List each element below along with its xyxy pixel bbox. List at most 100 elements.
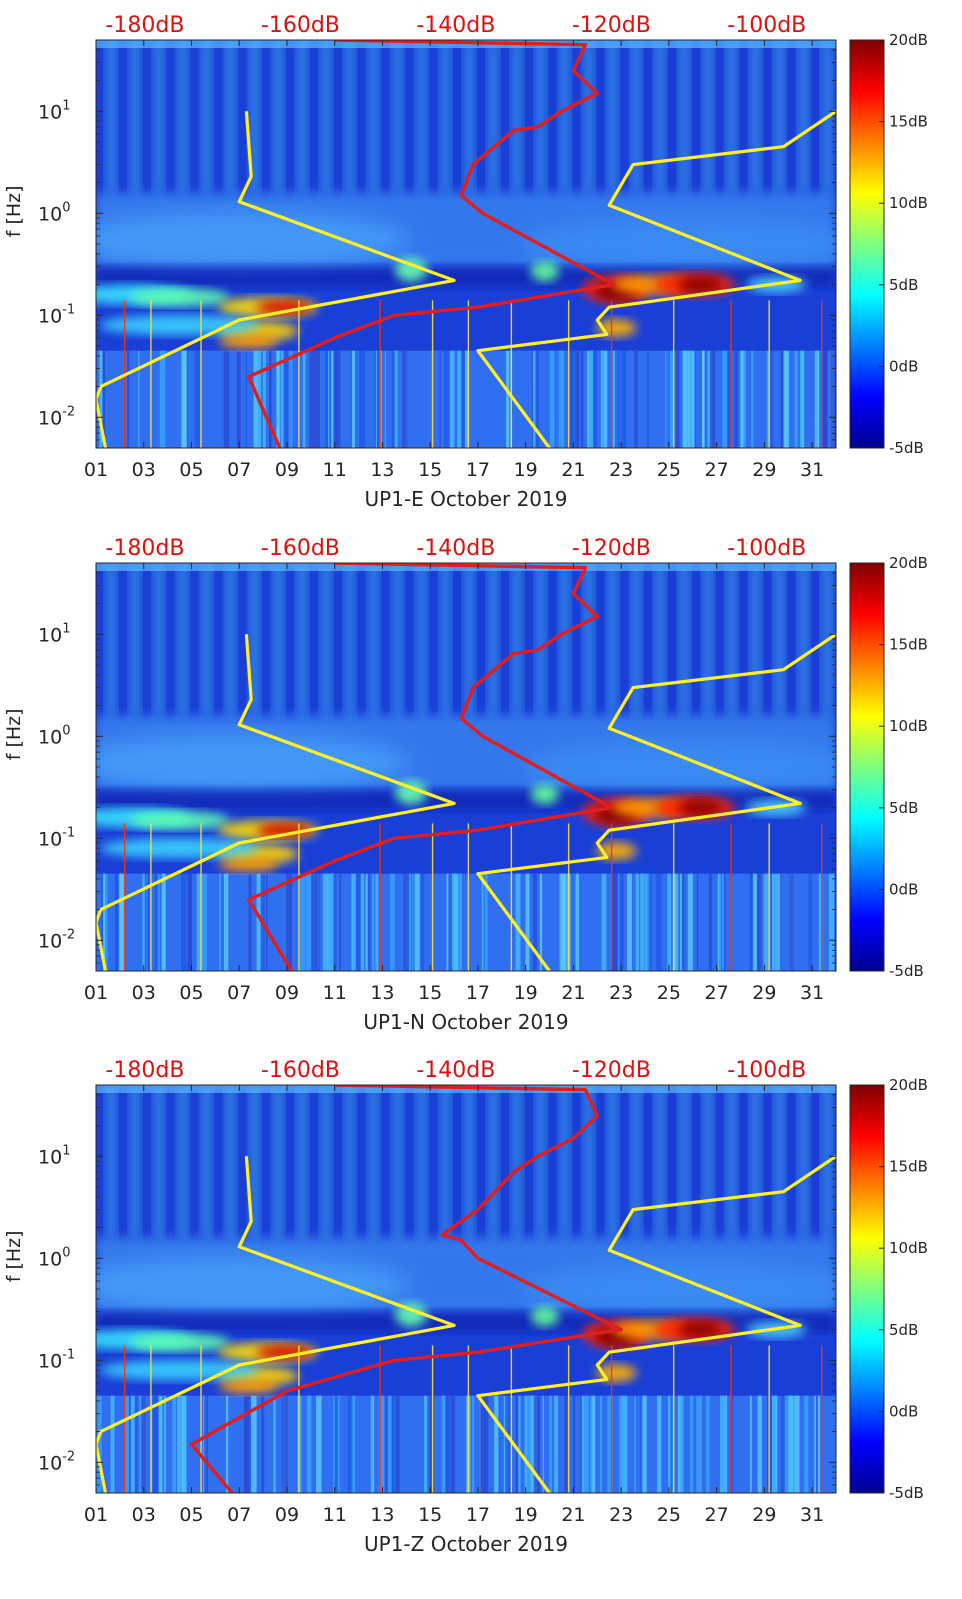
colorbar: 20dB 15dB 10dB 5dB 0dB -5dB xyxy=(849,1076,928,1502)
daily-stripe xyxy=(177,40,189,193)
spectrogram-panel: 01 03 05 07 09 11 13 15 17 19 21 23 25 27 29 31 10-2 10-1… xyxy=(3,13,928,511)
x-tick-label: 23 xyxy=(609,1504,633,1526)
daily-stripe xyxy=(344,1085,356,1238)
yellow-low-noise-model-curve xyxy=(96,634,456,971)
spectrogram-image xyxy=(96,563,836,971)
x-tick-label: 07 xyxy=(227,459,251,481)
x-tick-label: 03 xyxy=(132,459,156,481)
daily-stripe xyxy=(606,40,618,193)
top-db-label: -120dB xyxy=(572,536,651,561)
daily-stripe xyxy=(559,1085,571,1238)
daily-stripe xyxy=(726,563,738,716)
daily-stripe xyxy=(630,563,642,716)
yellow-high-noise-model-curve xyxy=(476,109,836,448)
energy-event xyxy=(218,857,279,872)
y-tick-label: 10-1 xyxy=(38,825,75,850)
daily-stripe xyxy=(368,1085,380,1238)
daily-stripe xyxy=(129,40,141,193)
x-tick-label: 31 xyxy=(800,1504,824,1526)
daily-stripe xyxy=(153,563,165,716)
x-tick-label: 03 xyxy=(132,982,156,1004)
daily-stripe xyxy=(606,563,618,716)
x-axis-label: UP1-N October 2019 xyxy=(363,1010,568,1034)
daily-stripe xyxy=(415,1085,427,1238)
x-tick-label: 05 xyxy=(179,1504,203,1526)
daily-stripe xyxy=(487,40,499,193)
energy-event xyxy=(530,784,559,805)
y-axis-label: f [Hz] xyxy=(3,1230,25,1282)
daily-stripe xyxy=(559,563,571,716)
y-axis-label: f [Hz] xyxy=(3,708,25,760)
colorbar-tick-label: 5dB xyxy=(889,799,918,817)
daily-stripe xyxy=(248,40,260,193)
top-db-label: -160dB xyxy=(261,1058,340,1083)
colorbar-tick-label: 0dB xyxy=(889,357,918,375)
colorbar-tick-label: -5dB xyxy=(889,1484,924,1502)
colorbar-tick-label: -5dB xyxy=(889,439,924,457)
daily-stripe xyxy=(224,40,236,193)
daily-stripe xyxy=(582,40,594,193)
x-tick-label: 15 xyxy=(418,982,442,1004)
x-tick-label: 07 xyxy=(227,1504,251,1526)
x-tick-label: 01 xyxy=(84,982,108,1004)
daily-stripe xyxy=(439,1085,451,1238)
colorbar-tick-label: 15dB xyxy=(889,636,928,654)
top-db-label: -120dB xyxy=(572,13,651,38)
x-tick-label: 05 xyxy=(179,459,203,481)
daily-stripe xyxy=(105,40,117,193)
daily-stripe xyxy=(511,1085,523,1238)
red-mean-psd-curve xyxy=(247,563,614,971)
daily-stripe xyxy=(248,1085,260,1238)
x-axis-label: UP1-E October 2019 xyxy=(365,487,568,511)
x-tick-label: 15 xyxy=(418,1504,442,1526)
x-tick-label: 17 xyxy=(466,459,490,481)
energy-event xyxy=(395,780,428,805)
daily-stripe xyxy=(248,563,260,716)
x-tick-label: 11 xyxy=(323,982,347,1004)
energy-event xyxy=(530,1306,559,1327)
daily-stripe xyxy=(201,563,213,716)
spectrogram-image xyxy=(96,40,836,448)
colorbar-tick-label: 10dB xyxy=(889,194,928,212)
daily-stripe xyxy=(201,1085,213,1238)
daily-stripe xyxy=(439,563,451,716)
daily-stripe xyxy=(511,40,523,193)
top-db-label: -100dB xyxy=(727,1058,806,1083)
daily-stripe xyxy=(702,40,714,193)
x-tick-label: 25 xyxy=(657,1504,681,1526)
daily-stripe xyxy=(654,1085,666,1238)
x-tick-label: 19 xyxy=(514,1504,538,1526)
daily-stripe xyxy=(582,563,594,716)
y-tick-label: 10-1 xyxy=(38,1347,75,1372)
x-tick-label: 05 xyxy=(179,982,203,1004)
energy-event xyxy=(129,1333,230,1352)
energy-event xyxy=(677,799,722,816)
y-tick-label: 10-2 xyxy=(38,1449,75,1474)
top-db-label: -140dB xyxy=(416,536,495,561)
daily-stripe xyxy=(606,1085,618,1238)
daily-stripe xyxy=(487,1085,499,1238)
colorbar-tick-label: 10dB xyxy=(889,1239,928,1257)
top-db-label: -120dB xyxy=(572,1058,651,1083)
daily-stripe xyxy=(750,40,762,193)
energy-event xyxy=(99,315,260,336)
colorbar-tick-label: 20dB xyxy=(889,31,928,49)
top-db-label: -180dB xyxy=(105,536,184,561)
daily-stripe xyxy=(272,1085,284,1238)
colorbar-tick-label: 5dB xyxy=(889,1321,918,1339)
energy-event xyxy=(99,838,260,859)
daily-stripe xyxy=(463,1085,475,1238)
daily-stripe xyxy=(797,1085,809,1238)
daily-stripe xyxy=(224,1085,236,1238)
x-tick-label: 09 xyxy=(275,1504,299,1526)
daily-stripe xyxy=(320,40,332,193)
daily-stripe xyxy=(439,40,451,193)
x-tick-label: 13 xyxy=(370,1504,394,1526)
daily-stripe xyxy=(368,563,380,716)
daily-stripe xyxy=(511,563,523,716)
x-tick-label: 27 xyxy=(705,459,729,481)
daily-stripe xyxy=(487,563,499,716)
colorbar-tick-label: 15dB xyxy=(889,113,928,131)
red-mean-psd-curve xyxy=(247,40,616,448)
x-tick-label: 01 xyxy=(84,1504,108,1526)
